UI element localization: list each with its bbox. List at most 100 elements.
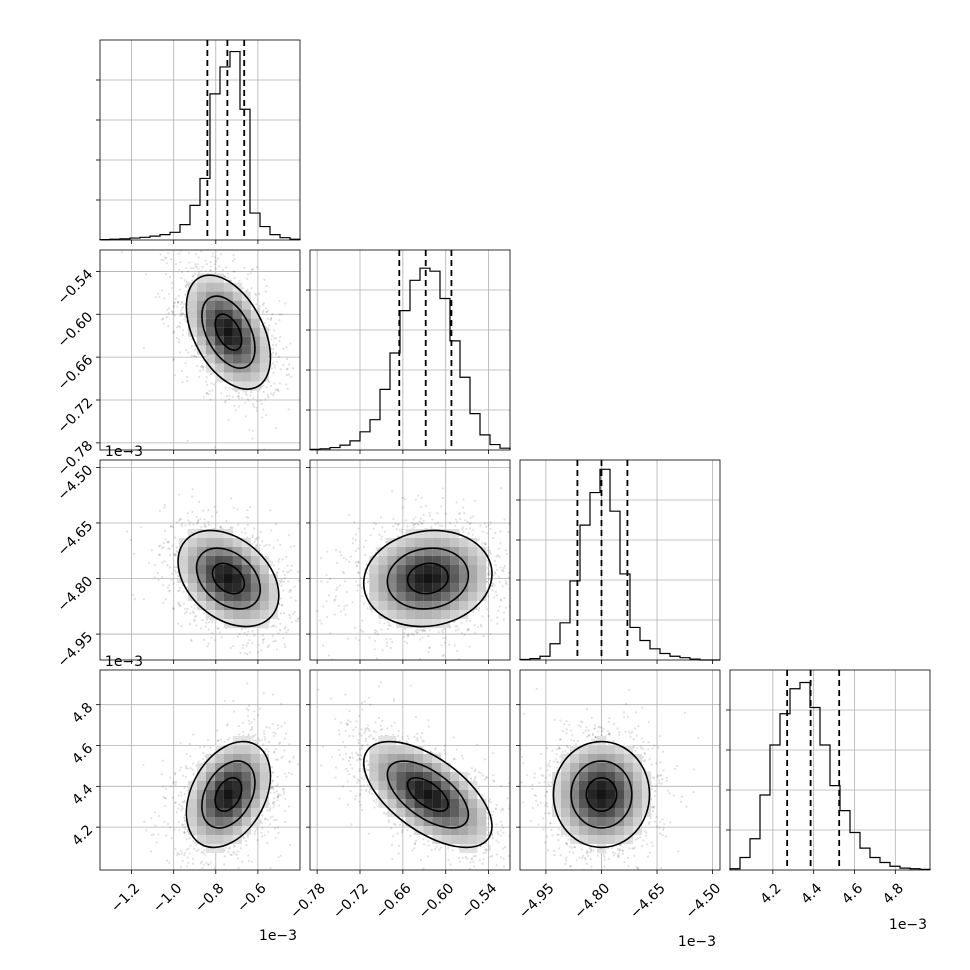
scatter-point	[251, 268, 255, 271]
scatter-point	[333, 599, 336, 602]
scatter-point	[282, 347, 285, 351]
scatter-point	[181, 380, 184, 384]
scatter-point	[420, 628, 423, 631]
scatter-point	[158, 545, 161, 548]
scatter-point	[224, 386, 227, 389]
scatter-point	[358, 639, 361, 642]
scatter-point	[280, 604, 284, 607]
scatter-point	[163, 297, 166, 300]
scatter-point	[209, 372, 213, 376]
scatter-point	[434, 523, 437, 526]
scatter-point	[177, 252, 180, 255]
density-cell	[432, 538, 442, 548]
scatter-point	[380, 535, 383, 538]
scatter-point	[498, 605, 501, 608]
density-cell	[187, 592, 197, 602]
scatter-point	[162, 317, 165, 320]
scatter-point	[213, 256, 216, 259]
density-cell	[187, 282, 197, 292]
scatter-point	[300, 399, 302, 401]
scatter-point	[291, 367, 295, 370]
density-cell	[387, 556, 397, 566]
scatter-point	[158, 553, 161, 556]
scatter-point	[163, 560, 166, 563]
density-cell	[223, 309, 233, 319]
scatter-point	[493, 559, 497, 563]
scatter-point	[346, 590, 349, 594]
scatter-point	[357, 571, 360, 574]
scatter-point	[272, 806, 275, 809]
density-cell	[450, 547, 460, 557]
scatter-point	[277, 560, 280, 563]
scatter-point	[428, 629, 431, 632]
scatter-point	[259, 387, 262, 390]
density-cell	[468, 583, 478, 593]
scatter-point	[236, 508, 239, 511]
scatter-point	[452, 620, 455, 624]
scatter-point	[233, 852, 236, 855]
scatter-point	[159, 253, 162, 256]
scatter-point	[486, 566, 489, 569]
scatter-point	[237, 395, 240, 398]
scatter-point	[288, 570, 291, 573]
scatter-point	[496, 616, 499, 619]
scatter-point	[402, 636, 405, 639]
scatter-point	[290, 568, 293, 572]
scatter-point	[180, 309, 183, 312]
scatter-point	[241, 647, 245, 650]
scatter-point	[448, 643, 451, 646]
scatter-point	[274, 343, 278, 346]
scatter-point	[395, 528, 398, 531]
scatter-point	[512, 594, 514, 596]
scatter-point	[510, 587, 512, 589]
scatter-point	[253, 540, 257, 544]
scatter-point	[483, 541, 486, 545]
scatter-point	[271, 561, 274, 564]
density-cell	[396, 601, 406, 611]
scatter-point	[279, 335, 282, 338]
scatter-point	[277, 558, 281, 561]
scatter-point	[254, 292, 257, 295]
scatter-point	[260, 649, 263, 652]
scatter-point	[251, 641, 254, 645]
scatter-point	[292, 545, 296, 548]
scatter-point	[404, 627, 407, 631]
scatter-point	[411, 524, 415, 527]
scatter-point	[197, 760, 200, 763]
scatter-point	[430, 525, 433, 528]
scatter-point	[302, 586, 304, 588]
scatter-point	[200, 526, 203, 529]
scatter-point	[219, 392, 223, 395]
scatter-point	[457, 628, 460, 631]
scatter-point	[172, 310, 175, 313]
scatter-point	[353, 521, 356, 524]
scatter-point	[375, 547, 378, 550]
scatter-point	[268, 666, 270, 668]
scatter-point	[466, 520, 469, 523]
scatter-point	[276, 799, 279, 802]
scatter-point	[392, 525, 395, 528]
scatter-point	[171, 312, 175, 315]
density-cell	[450, 583, 460, 593]
density-cell	[250, 592, 260, 602]
scatter-point	[254, 538, 257, 541]
scatter-point	[277, 390, 280, 393]
panel-content	[142, 682, 300, 870]
scatter-point	[278, 339, 281, 343]
scatter-point	[170, 281, 174, 285]
scatter-point	[179, 604, 182, 608]
density-cell	[441, 538, 451, 548]
scatter-point	[167, 590, 170, 593]
density-cell	[459, 592, 469, 602]
scatter-point	[233, 270, 236, 273]
scatter-point	[272, 371, 275, 375]
scatter-point	[249, 390, 252, 394]
scatter-point	[507, 576, 510, 579]
scatter-point	[232, 506, 235, 510]
scatter-point	[285, 732, 288, 735]
scatter-point	[471, 528, 475, 532]
density-cell	[414, 619, 424, 629]
scatter-point	[304, 384, 306, 386]
density-cell	[223, 592, 233, 602]
scatter-point	[351, 542, 354, 545]
